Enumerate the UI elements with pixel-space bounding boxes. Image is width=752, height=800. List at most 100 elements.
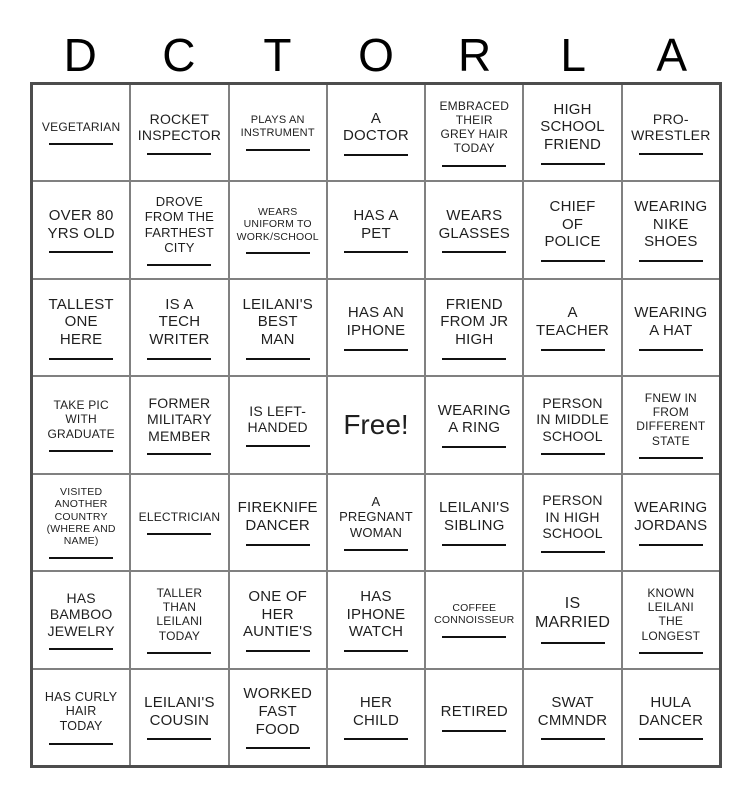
bingo-cell[interactable]: HAS CURLY HAIR TODAY — [33, 669, 130, 765]
bingo-cell[interactable]: WEARS UNIFORM TO WORK/SCHOOL — [229, 182, 326, 278]
bingo-cell[interactable]: ELECTRICIAN — [131, 474, 228, 571]
bingo-cell[interactable]: WEARING NIKE SHOES — [622, 182, 719, 278]
signature-line — [343, 348, 408, 351]
bingo-cell[interactable]: HIGH SCHOOL FRIEND — [524, 85, 621, 181]
bingo-cell[interactable]: HAS A PET — [327, 182, 425, 278]
bingo-cell[interactable]: HER CHILD — [327, 669, 425, 765]
signature-line — [343, 153, 408, 156]
bingo-cell[interactable]: RETIRED — [426, 669, 523, 765]
column-letter: A — [656, 29, 688, 81]
signature-line — [442, 635, 507, 638]
bingo-cell[interactable]: FIREKNIFE DANCER — [229, 474, 326, 571]
column-letter: D — [63, 29, 97, 81]
signature-line — [343, 738, 408, 741]
signature-line — [638, 152, 703, 155]
bingo-cell-label: LEILANI'S BEST MAN — [242, 295, 313, 348]
bingo-cell[interactable]: A PREGNANT WOMAN — [327, 474, 425, 571]
bingo-cell[interactable]: FRIEND FROM JR HIGH — [426, 279, 523, 376]
bingo-cell[interactable]: FNEW IN FROM DIFFERENT STATE — [622, 377, 719, 473]
free-cell[interactable]: Free! — [327, 377, 425, 473]
signature-line — [540, 348, 605, 351]
bingo-cell-label: LEILANI'S SIBLING — [439, 499, 510, 534]
signature-line — [638, 456, 703, 459]
signature-line — [245, 357, 310, 360]
bingo-cell-label: TALLER THAN LEILANI TODAY — [156, 586, 203, 643]
signature-line — [442, 164, 507, 167]
signature-line — [540, 260, 605, 263]
bingo-cell[interactable]: HAS IPHONE WATCH — [327, 572, 425, 668]
column-letter: C — [162, 29, 196, 81]
bingo-cell[interactable]: SWAT CMMNDR — [524, 669, 621, 765]
bingo-cell[interactable]: FORMER MILITARY MEMBER — [131, 377, 228, 473]
signature-line — [147, 264, 212, 267]
bingo-cell-label: FORMER MILITARY MEMBER — [146, 394, 212, 444]
bingo-cell[interactable]: ONE OF HER AUNTIE'S — [229, 572, 326, 668]
bingo-cell[interactable]: CHIEF OF POLICE — [524, 182, 621, 278]
bingo-cell[interactable]: IS A TECH WRITER — [131, 279, 228, 376]
bingo-cell[interactable]: A DOCTOR — [327, 85, 425, 181]
bingo-cell[interactable]: WEARS GLASSES — [426, 182, 523, 278]
column-letter: R — [457, 29, 492, 81]
signature-line — [49, 648, 114, 651]
bingo-cell[interactable]: TALLER THAN LEILANI TODAY — [131, 572, 228, 668]
bingo-cell[interactable]: WEARING A HAT — [622, 279, 719, 376]
signature-line — [245, 747, 310, 750]
bingo-cell[interactable]: IS LEFT- HANDED — [229, 377, 326, 473]
bingo-cell[interactable]: PLAYS AN INSTRUMENT — [229, 85, 326, 181]
bingo-cell[interactable]: VISITED ANOTHER COUNTRY (WHERE AND NAME) — [33, 474, 130, 571]
bingo-cell[interactable]: LEILANI'S SIBLING — [426, 474, 523, 571]
bingo-cell-label: PERSON IN HIGH SCHOOL — [542, 492, 603, 542]
signature-line — [540, 738, 605, 741]
bingo-cell[interactable]: DROVE FROM THE FARTHEST CITY — [131, 182, 228, 278]
bingo-cell-label: HIGH SCHOOL FRIEND — [540, 100, 605, 154]
bingo-cell[interactable]: IS MARRIED — [524, 572, 621, 668]
bingo-cell-label: VISITED ANOTHER COUNTRY (WHERE AND NAME) — [46, 485, 116, 548]
signature-line — [49, 742, 114, 745]
bingo-cell-label: WEARS GLASSES — [438, 206, 510, 242]
signature-line — [245, 543, 310, 546]
signature-line — [638, 543, 703, 546]
signature-line — [442, 446, 507, 449]
bingo-cell-label: HAS BAMBOO JEWELRY — [47, 589, 115, 639]
signature-line — [540, 162, 605, 165]
bingo-cell[interactable]: ROCKET INSPECTOR — [131, 85, 228, 181]
signature-line — [49, 449, 114, 452]
bingo-cell[interactable]: HULA DANCER — [622, 669, 719, 765]
bingo-cell-label: LEILANI'S COUSIN — [144, 694, 215, 729]
bingo-cell-label: KNOWN LEILANI THE LONGEST — [641, 586, 701, 643]
bingo-cell[interactable]: HAS BAMBOO JEWELRY — [33, 572, 130, 668]
signature-line — [343, 251, 408, 254]
bingo-cell-label: ELECTRICIAN — [138, 509, 221, 524]
bingo-cell[interactable]: HAS AN IPHONE — [327, 279, 425, 376]
bingo-cell[interactable]: LEILANI'S BEST MAN — [229, 279, 326, 376]
bingo-cell[interactable]: KNOWN LEILANI THE LONGEST — [622, 572, 719, 668]
bingo-cell[interactable]: PERSON IN MIDDLE SCHOOL — [524, 377, 621, 473]
bingo-cell[interactable]: WEARING A RING — [426, 377, 523, 473]
signature-line — [638, 738, 703, 741]
signature-line — [245, 149, 310, 152]
bingo-cell-label: ROCKET INSPECTOR — [137, 110, 222, 144]
bingo-cell[interactable]: PRO- WRESTLER — [622, 85, 719, 181]
bingo-cell[interactable]: LEILANI'S COUSIN — [131, 669, 228, 765]
bingo-cell[interactable]: TAKE PIC WITH GRADUATE — [33, 377, 130, 473]
bingo-cell-label: PERSON IN MIDDLE SCHOOL — [536, 394, 609, 444]
signature-line — [343, 649, 408, 652]
bingo-cell-label: WEARING JORDANS — [634, 499, 708, 534]
bingo-cell[interactable]: COFFEE CONNOISSEUR — [426, 572, 523, 668]
bingo-cell[interactable]: OVER 80 YRS OLD — [33, 182, 130, 278]
signature-line — [147, 738, 212, 741]
bingo-cell[interactable]: WEARING JORDANS — [622, 474, 719, 571]
bingo-cell[interactable]: TALLEST ONE HERE — [33, 279, 130, 376]
signature-line — [49, 143, 114, 146]
signature-line — [540, 550, 605, 553]
bingo-cell[interactable]: WORKED FAST FOOD — [229, 669, 326, 765]
bingo-cell-label: TAKE PIC WITH GRADUATE — [47, 398, 115, 441]
bingo-cell[interactable]: A TEACHER — [524, 279, 621, 376]
signature-line — [442, 729, 507, 732]
bingo-cell[interactable]: PERSON IN HIGH SCHOOL — [524, 474, 621, 571]
bingo-cell[interactable]: VEGETARIAN — [33, 85, 130, 181]
bingo-cell-label: RETIRED — [440, 702, 508, 720]
bingo-cell-label: OVER 80 YRS OLD — [47, 206, 115, 242]
bingo-cell[interactable]: EMBRACED THEIR GREY HAIR TODAY — [426, 85, 523, 181]
